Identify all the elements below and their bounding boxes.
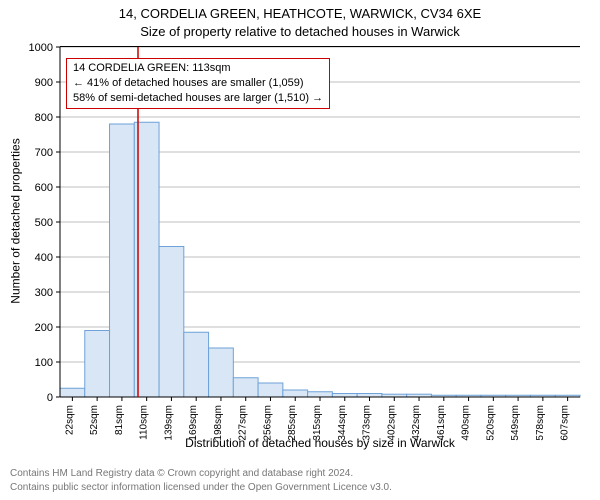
y-axis-label: Number of detached properties — [8, 46, 24, 396]
annotation-line2: ← 41% of detached houses are smaller (1,… — [73, 76, 323, 91]
svg-text:500: 500 — [35, 217, 53, 229]
svg-text:200: 200 — [35, 322, 53, 334]
chart-title-address: 14, CORDELIA GREEN, HEATHCOTE, WARWICK, … — [0, 6, 600, 21]
svg-text:0: 0 — [47, 392, 53, 404]
chart-title-sub: Size of property relative to detached ho… — [0, 24, 600, 39]
annotation-line3: 58% of semi-detached houses are larger (… — [73, 91, 323, 106]
annotation-box: 14 CORDELIA GREEN: 113sqm ← 41% of detac… — [66, 58, 330, 109]
svg-text:100: 100 — [35, 357, 53, 369]
svg-text:81sqm: 81sqm — [114, 405, 125, 435]
svg-text:52sqm: 52sqm — [89, 405, 100, 435]
svg-text:1000: 1000 — [29, 42, 53, 54]
footer-line2: Contains public sector information licen… — [10, 481, 392, 495]
footer-line1: Contains HM Land Registry data © Crown c… — [10, 467, 392, 481]
svg-text:600: 600 — [35, 182, 53, 194]
svg-text:300: 300 — [35, 287, 53, 299]
svg-text:22sqm: 22sqm — [64, 405, 75, 435]
annotation-line1: 14 CORDELIA GREEN: 113sqm — [73, 61, 323, 76]
svg-text:110sqm: 110sqm — [139, 405, 150, 440]
svg-text:900: 900 — [35, 77, 53, 89]
svg-text:700: 700 — [35, 147, 53, 159]
svg-text:400: 400 — [35, 252, 53, 264]
svg-text:800: 800 — [35, 112, 53, 124]
x-axis-label: Distribution of detached houses by size … — [60, 436, 580, 450]
footer-text: Contains HM Land Registry data © Crown c… — [10, 467, 392, 494]
